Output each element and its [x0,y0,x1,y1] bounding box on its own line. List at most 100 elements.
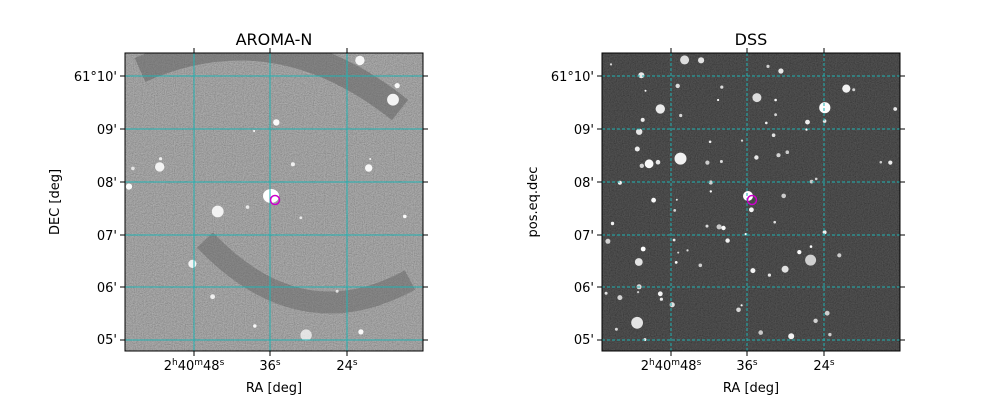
star [709,190,712,193]
star [640,246,646,252]
star [852,88,856,92]
star [155,162,165,172]
star [634,146,640,152]
star [644,89,647,92]
star [781,193,786,199]
star [617,180,622,185]
star [809,179,814,184]
star [335,289,339,293]
star [674,261,678,264]
star [675,198,678,201]
panel-title: DSS [735,30,768,49]
star [188,259,197,268]
ytick-label-5: 05' [574,333,594,348]
star [365,164,373,172]
star [824,310,830,316]
star [717,98,720,102]
star [669,302,675,308]
star [644,159,654,169]
star [781,265,789,273]
star [637,291,640,294]
image-dark-arc [134,53,409,121]
axes-frame [601,52,901,352]
star [355,55,365,66]
star [657,291,663,297]
ytick-label-1: 09' [574,123,594,138]
ticks-layer [120,48,428,356]
star [828,332,832,337]
star [719,160,723,163]
star [299,216,303,220]
target-marker [269,194,281,206]
image-noise [602,53,900,351]
star [720,85,724,89]
star [610,221,615,226]
star [674,152,687,165]
star [358,329,364,335]
ytick-label-5: 05' [97,333,117,348]
ytick-label-4: 06' [97,281,117,296]
star [721,225,726,231]
star [814,177,818,181]
star [253,324,257,328]
star [636,128,643,135]
star [765,121,768,125]
star [708,140,712,144]
ytick-label-2: 08' [97,176,117,191]
ytick-label-0: 61°10' [74,70,117,85]
star [675,83,680,89]
bright-source [743,191,753,201]
star [797,250,802,255]
star [387,93,399,106]
star [639,163,644,168]
star [131,166,135,171]
star [680,55,690,65]
star [159,157,163,161]
star [736,307,741,313]
star [725,238,730,243]
star [809,245,813,248]
star [708,180,713,185]
panel-dss: DSS 2h40m48s 36s 24s 61°10' 09' 08' 07' … [526,30,905,396]
star [253,130,256,132]
axes-frame [124,52,424,352]
star [300,329,312,341]
ytick-label-0: 61°10' [551,70,594,85]
star [893,107,898,111]
star [655,159,661,165]
star [752,93,762,103]
xtick-label-1: 36s [736,358,758,374]
star [634,258,643,266]
star [369,158,372,160]
star [888,160,893,165]
ytick-label-2: 08' [574,176,594,191]
star [638,72,645,79]
star [766,64,770,68]
star [677,251,680,254]
star [125,183,133,190]
star [631,316,643,329]
xtick-label-2: 24s [813,358,835,374]
star [617,295,623,301]
stars-layer [604,55,898,342]
star [744,233,747,236]
star [842,84,851,93]
image-dark-arc-lower [197,232,416,314]
ytick-label-4: 06' [574,281,594,296]
star [672,238,676,242]
star [659,297,664,301]
star [609,63,613,66]
star [679,113,683,118]
star [837,253,842,258]
star [758,330,763,335]
star [640,117,645,122]
star [394,83,400,89]
star [604,291,608,295]
bright-source [263,189,279,203]
panel-aroma-n: AROMA-N 2h40m48s 36s 24s 61°10' 09' 08' … [48,30,428,396]
star [754,155,759,160]
star [805,119,810,125]
star [245,205,250,209]
xtick-label-2: 24s [336,358,358,374]
